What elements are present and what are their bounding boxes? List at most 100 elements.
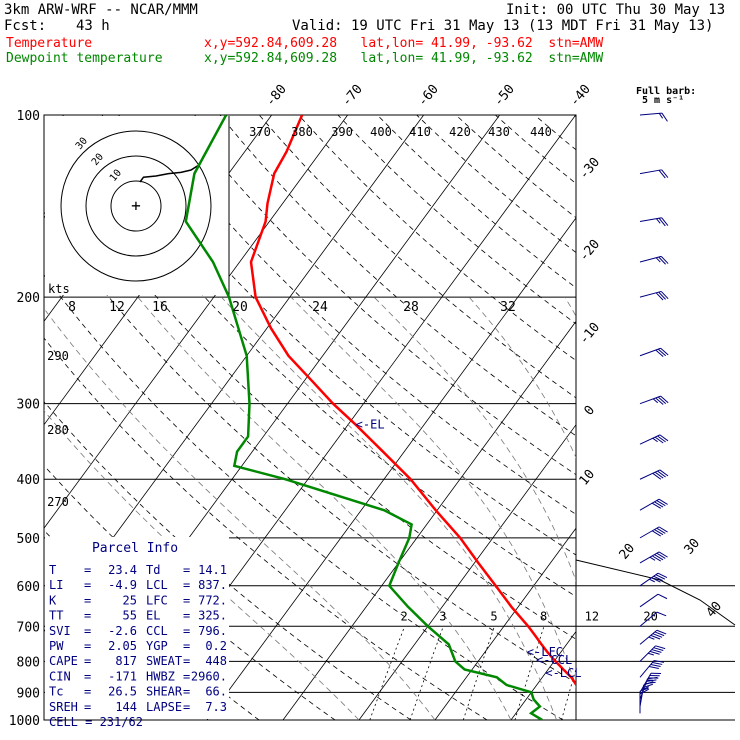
wind-barb-shaft bbox=[639, 593, 659, 608]
dry-adiabat bbox=[416, 115, 576, 254]
wind-barb-feather bbox=[654, 436, 664, 444]
hodograph-speed-label: 32 bbox=[500, 300, 516, 315]
parcel-equals: = bbox=[84, 609, 91, 623]
wind-barb-feather bbox=[659, 469, 669, 477]
isotherm-label: -30 bbox=[577, 155, 604, 183]
wind-barb-feather bbox=[657, 470, 666, 478]
parcel-equals: = bbox=[84, 578, 91, 592]
wind-barb-shaft bbox=[639, 660, 655, 678]
dry-adiabat bbox=[337, 115, 576, 325]
theta-left-label: 280 bbox=[47, 423, 69, 437]
wind-barb-shaft bbox=[639, 290, 662, 298]
parcel-value: 55 bbox=[123, 609, 137, 623]
parcel-label: CAPE bbox=[49, 654, 78, 668]
parcel-value: 144 bbox=[115, 700, 137, 714]
parcel-label: TT bbox=[49, 609, 63, 623]
wind-barb-feather bbox=[654, 529, 664, 536]
wind-barb-feather bbox=[651, 649, 662, 653]
level-annotation: <-CCL bbox=[536, 653, 572, 667]
wind-barb-feather bbox=[652, 472, 662, 480]
wind-barb-feather bbox=[655, 257, 661, 263]
hodograph-ring bbox=[110, 180, 162, 232]
pressure-label: 300 bbox=[17, 398, 40, 413]
isotherm-label: 20 bbox=[617, 541, 639, 563]
wind-barb bbox=[639, 645, 666, 662]
wind-barb bbox=[639, 593, 668, 608]
dry-adiabat bbox=[44, 464, 336, 720]
wind-barb-feather bbox=[661, 112, 668, 122]
dry-adiabat bbox=[258, 115, 576, 399]
parcel-value: 2960. bbox=[191, 669, 227, 683]
mixing-ratio-label: 12 bbox=[585, 609, 599, 623]
isotherm-label: -70 bbox=[339, 82, 366, 110]
wind-barb-shaft bbox=[639, 255, 662, 263]
wind-barb bbox=[639, 526, 668, 539]
moist-adiabat bbox=[468, 296, 576, 459]
parcel-value: 817 bbox=[115, 654, 137, 668]
wind-barb bbox=[639, 255, 669, 265]
parcel-equals: = bbox=[183, 593, 190, 607]
parcel-label: LAPSE bbox=[146, 700, 182, 714]
wind-barb-shaft bbox=[639, 112, 662, 116]
parcel-info-bg bbox=[45, 537, 229, 719]
legend-dewpoint-name: Dewpoint temperature bbox=[6, 51, 163, 66]
wind-barb-feather bbox=[653, 575, 663, 582]
moist-adiabat bbox=[373, 296, 576, 582]
parcel-label: CIN bbox=[49, 669, 71, 683]
parcel-label: HWBZ bbox=[146, 669, 175, 683]
parcel-label: LFC bbox=[146, 593, 168, 607]
wind-barb-feather bbox=[649, 650, 660, 655]
pressure-label: 700 bbox=[17, 620, 40, 635]
wind-barb-feather bbox=[639, 688, 650, 695]
isotherm-line bbox=[282, 320, 576, 720]
wind-barb bbox=[639, 659, 665, 678]
parcel-equals: = bbox=[183, 700, 190, 714]
wind-barb bbox=[639, 551, 668, 564]
wind-barb-shaft bbox=[639, 469, 661, 480]
isotherm-label: 10 bbox=[577, 467, 599, 489]
pressure-label: 800 bbox=[17, 655, 40, 670]
wind-barb-feather bbox=[657, 435, 666, 443]
wind-barb-shaft bbox=[639, 395, 661, 405]
wind-barb bbox=[639, 469, 669, 480]
mixing-ratio-label: 3 bbox=[439, 609, 446, 623]
wind-barb-feather bbox=[655, 397, 664, 405]
parcel-equals: = bbox=[183, 654, 190, 668]
wind-barb-feather bbox=[651, 502, 661, 509]
theta-label: 420 bbox=[449, 125, 471, 139]
wind-barb-feather bbox=[649, 556, 656, 561]
wind-barb-feather bbox=[660, 255, 669, 264]
isotherm-label: -80 bbox=[263, 82, 290, 110]
dry-adiabat bbox=[44, 274, 564, 720]
parcel-label: SWEAT bbox=[146, 654, 182, 668]
wind-barb bbox=[639, 112, 668, 122]
wind-barb-feather bbox=[656, 218, 661, 224]
wind-barb-feather bbox=[647, 652, 654, 656]
parcel-label: SVI bbox=[49, 624, 71, 638]
wind-barb-feather bbox=[654, 631, 665, 637]
isotherm-line bbox=[587, 115, 740, 720]
barb-legend-line2: 5 m s⁻¹ bbox=[642, 95, 684, 106]
parcel-equals: = bbox=[183, 639, 190, 653]
wind-barb-feather bbox=[656, 500, 666, 507]
wind-barb-feather bbox=[660, 291, 669, 300]
isotherm-label: -20 bbox=[577, 237, 604, 265]
parcel-equals: = bbox=[183, 669, 190, 683]
wind-barb-feather bbox=[656, 629, 667, 635]
isotherm-label: 0 bbox=[582, 403, 599, 419]
valid-time: Valid: 19 UTC Fri 31 May 13 (13 MDT Fri … bbox=[292, 18, 714, 34]
parcel-info-title: Parcel Info bbox=[92, 541, 178, 556]
wind-barb-shaft bbox=[639, 645, 656, 662]
mixing-ratio-label: 8 bbox=[540, 609, 547, 623]
parcel-label: SHEAR bbox=[146, 685, 183, 699]
parcel-equals: = bbox=[183, 624, 190, 638]
parcel-label: EL bbox=[146, 609, 160, 623]
dry-adiabat bbox=[573, 115, 576, 118]
parcel-label: YGP bbox=[146, 639, 168, 653]
isotherm-label: -50 bbox=[491, 82, 518, 110]
parcel-value: 796. bbox=[198, 624, 227, 638]
isotherm-line bbox=[358, 424, 576, 720]
pressure-label: 900 bbox=[17, 686, 40, 701]
theta-label: 430 bbox=[488, 125, 510, 139]
wind-barb-feather bbox=[655, 645, 666, 650]
